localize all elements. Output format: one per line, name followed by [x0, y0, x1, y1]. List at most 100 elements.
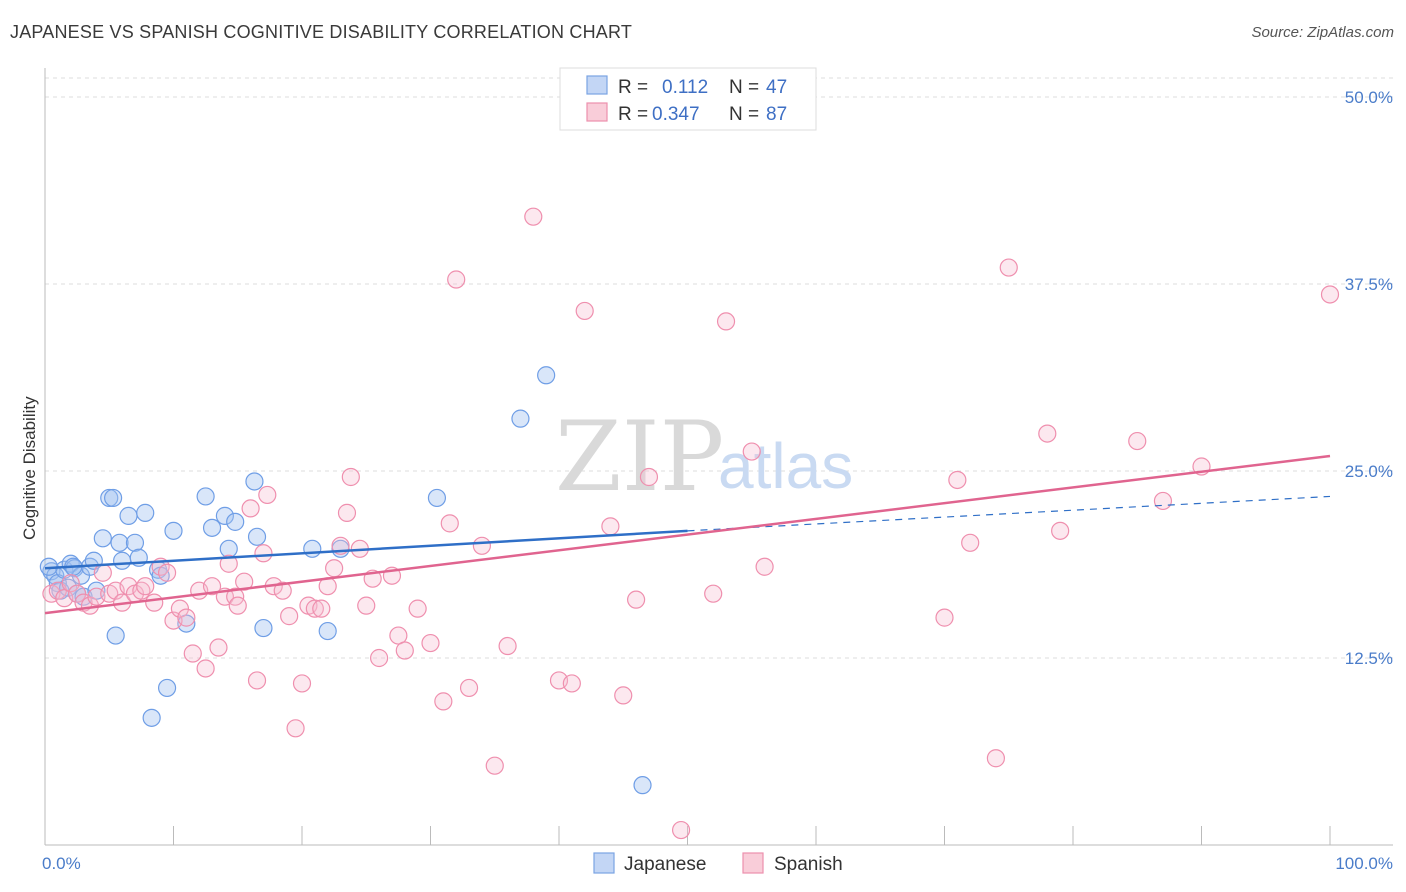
data-point-japanese	[196, 487, 215, 506]
data-point-spanish	[196, 659, 215, 678]
data-point-spanish	[1038, 424, 1057, 443]
data-point-spanish	[93, 563, 112, 582]
data-point-spanish	[286, 719, 305, 738]
axes	[44, 68, 1393, 846]
legend-japanese-r-value: 0.112	[662, 77, 708, 98]
data-point-spanish	[235, 572, 254, 591]
data-point-spanish	[177, 608, 196, 627]
bottom-legend-spanish-label: Spanish	[774, 854, 843, 875]
data-point-spanish	[999, 258, 1018, 277]
data-point-spanish	[337, 503, 357, 522]
data-point-japanese	[119, 506, 138, 525]
data-point-spanish	[704, 584, 723, 603]
data-point-spanish	[183, 644, 202, 663]
data-point-spanish	[395, 641, 414, 660]
watermark-zip: ZIP	[555, 401, 724, 513]
data-point-japanese	[100, 488, 119, 508]
data-point-spanish	[209, 638, 228, 657]
watermark: ZIP atlas	[555, 401, 853, 513]
y-tick-label: 25.0%	[1345, 462, 1393, 481]
trend-line-japanese	[44, 529, 688, 570]
data-point-spanish	[716, 312, 736, 331]
data-point-spanish	[305, 599, 324, 618]
data-point-spanish	[459, 678, 479, 698]
data-point-spanish	[241, 499, 260, 518]
data-point-japanese	[142, 708, 161, 727]
x-tick-label: 100.0%	[1335, 854, 1393, 873]
legend-spanish-n-value: 87	[766, 104, 787, 125]
data-point-spanish	[219, 554, 238, 573]
legend-japanese-r-label: R =	[618, 77, 648, 98]
trend-extension-japanese	[687, 495, 1331, 532]
data-point-japanese	[318, 621, 337, 641]
data-point-spanish	[254, 544, 273, 563]
data-point-spanish	[357, 596, 376, 615]
y-tick-label: 12.5%	[1345, 649, 1393, 668]
data-point-spanish	[755, 557, 774, 576]
legend-spanish-swatch	[586, 102, 608, 122]
data-point-spanish	[145, 593, 164, 612]
data-point-spanish	[575, 301, 594, 321]
data-point-japanese	[202, 518, 222, 537]
data-point-spanish	[935, 608, 954, 627]
data-point-japanese	[136, 503, 155, 522]
legend-spanish-r-value: 0.347	[652, 104, 700, 125]
trend-lines	[44, 454, 1331, 615]
legend-japanese-n-value: 47	[766, 77, 787, 98]
data-point-spanish	[948, 470, 967, 490]
data-point-spanish	[742, 442, 761, 461]
data-point-japanese	[245, 472, 264, 491]
data-point-japanese	[247, 527, 267, 546]
data-point-spanish	[626, 590, 646, 609]
bottom-legend-japanese-swatch	[593, 852, 615, 874]
data-point-spanish	[170, 599, 190, 618]
data-point-spanish	[986, 749, 1006, 768]
data-point-spanish	[136, 577, 155, 596]
data-point-japanese	[537, 366, 556, 385]
data-point-spanish	[273, 581, 292, 600]
data-point-japanese	[104, 488, 123, 508]
data-point-spanish	[472, 536, 491, 555]
series-japanese-points	[39, 366, 652, 795]
data-point-spanish	[485, 756, 504, 775]
chart-source: Source: ZipAtlas.com	[1251, 24, 1394, 41]
data-point-spanish	[157, 563, 177, 582]
watermark-atlas: atlas	[718, 430, 853, 502]
grid-lines	[45, 77, 1393, 659]
chart-title: JAPANESE VS SPANISH COGNITIVE DISABILITY…	[10, 22, 633, 42]
data-point-japanese	[125, 533, 145, 552]
data-point-spanish	[258, 485, 277, 505]
y-tick-label: 37.5%	[1345, 275, 1393, 294]
data-point-spanish	[421, 633, 440, 653]
trend-line-spanish	[44, 454, 1331, 615]
data-point-spanish	[228, 596, 247, 615]
data-point-spanish	[440, 514, 459, 533]
data-point-japanese	[112, 551, 132, 570]
data-point-spanish	[341, 467, 360, 487]
data-point-spanish	[68, 584, 87, 603]
data-point-japanese	[303, 539, 322, 558]
y-axis-title: Cognitive Disability	[20, 396, 39, 540]
data-point-spanish	[1153, 491, 1173, 511]
data-point-spanish	[671, 820, 691, 840]
legend-japanese-n-label: N =	[729, 77, 759, 98]
data-point-spanish	[247, 671, 267, 690]
y-tick-label: 50.0%	[1345, 88, 1393, 107]
data-point-spanish	[202, 577, 222, 596]
legend-spanish-n-label: N =	[729, 104, 759, 125]
data-point-spanish	[639, 467, 659, 487]
data-point-spanish	[601, 517, 620, 536]
legend-spanish-r-label: R =	[618, 104, 648, 125]
data-point-japanese	[633, 776, 652, 795]
data-point-spanish	[961, 533, 980, 552]
data-point-japanese	[157, 678, 177, 698]
data-point-spanish	[389, 626, 408, 645]
data-point-japanese	[110, 533, 129, 552]
bottom-legend-japanese-label: Japanese	[624, 854, 706, 875]
data-point-spanish	[1051, 521, 1070, 540]
data-point-japanese	[427, 488, 447, 508]
data-point-spanish	[370, 648, 389, 668]
bottom-legend-spanish-swatch	[742, 852, 764, 874]
data-point-spanish	[1320, 285, 1340, 304]
